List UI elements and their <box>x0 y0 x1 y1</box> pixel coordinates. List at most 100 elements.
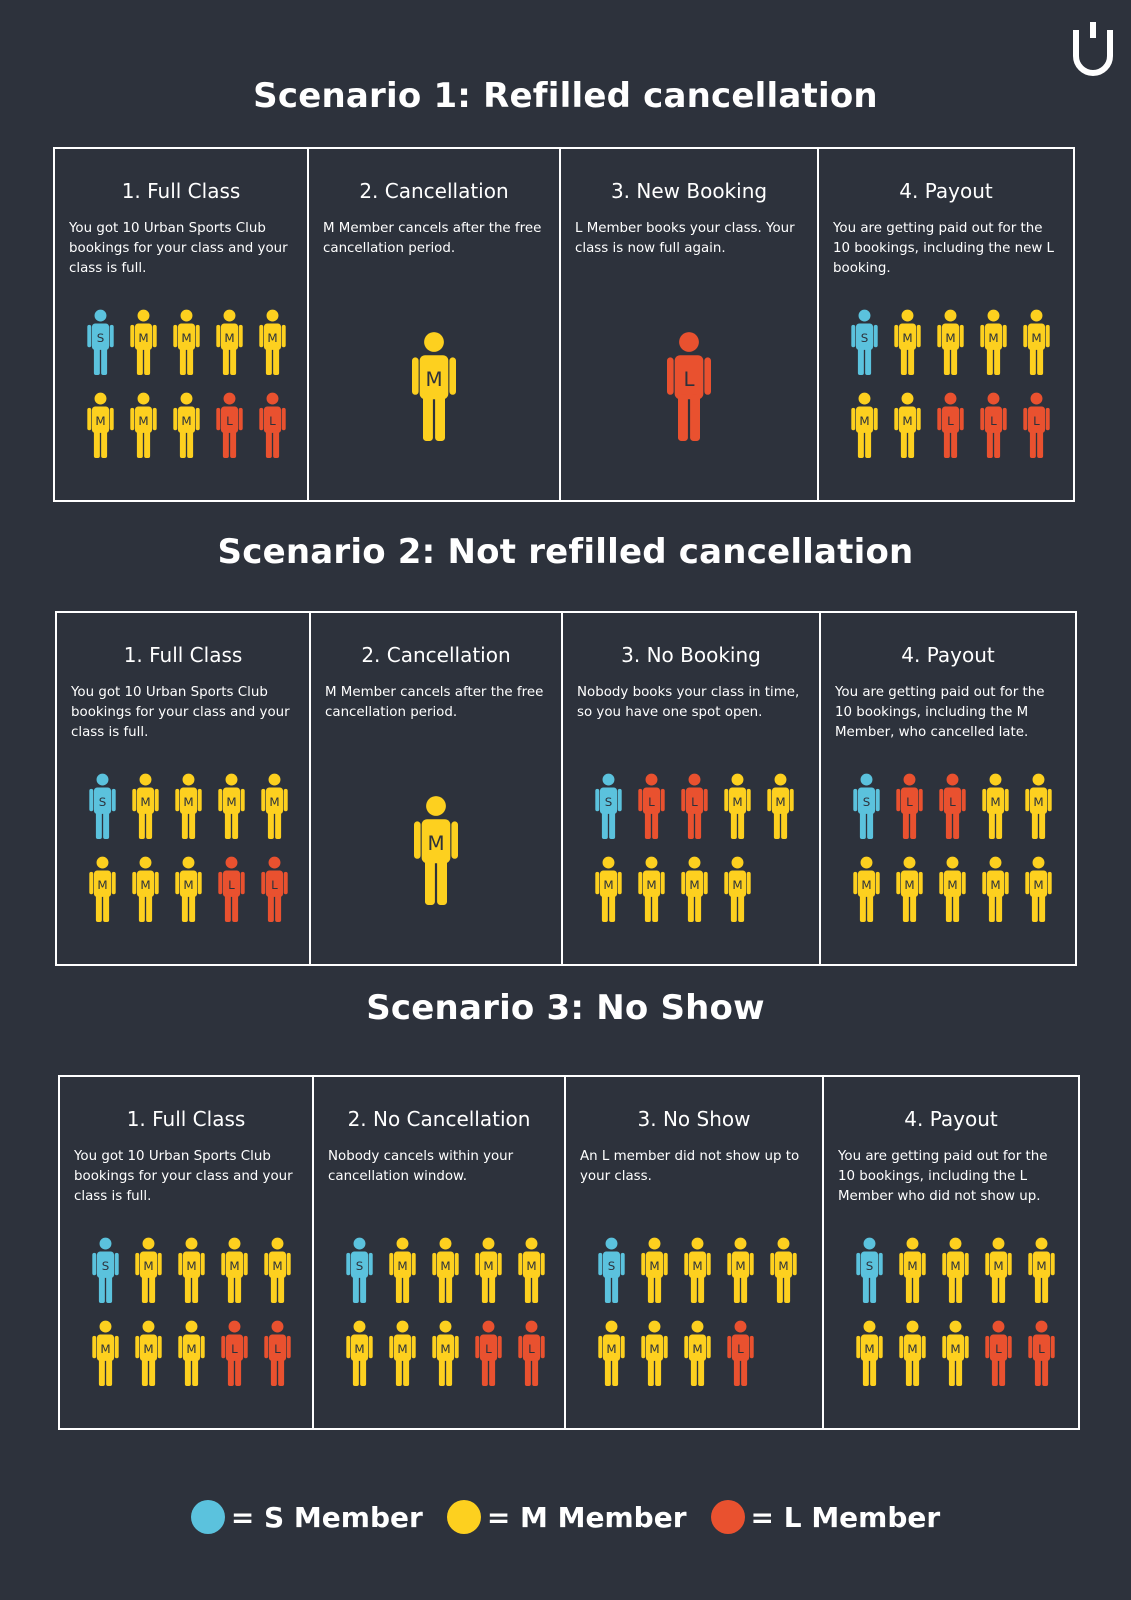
member-letter: M <box>483 1259 493 1273</box>
panel-description: You got 10 Urban Sports Club bookings fo… <box>69 221 288 276</box>
member-letter: M <box>440 1259 450 1273</box>
member-letter: M <box>138 331 148 345</box>
member-letter: M <box>735 1259 745 1273</box>
member-letter: M <box>267 331 277 345</box>
panel-title: 2. No Cancellation <box>347 1107 531 1131</box>
member-letter: M <box>990 795 1000 809</box>
l-member-person-icon: L <box>218 856 245 922</box>
l-member-person-icon: L <box>259 392 286 458</box>
panel-description: You are getting paid out for the 10 book… <box>838 1149 1048 1204</box>
l-member-person-icon: L <box>1028 1320 1055 1386</box>
m-member-person-icon: M <box>135 1320 162 1386</box>
member-letter: M <box>425 368 442 391</box>
member-letter: M <box>864 1342 874 1356</box>
member-letter: L <box>274 1342 281 1356</box>
member-letter: M <box>143 1342 153 1356</box>
panel-description: You are getting paid out for the 10 book… <box>833 221 1054 276</box>
member-letter: M <box>689 878 699 892</box>
s-member-person-icon: S <box>92 1237 119 1303</box>
m-member-person-icon: M <box>770 1237 797 1303</box>
panel-title: 2. Cancellation <box>361 643 511 667</box>
member-letter: M <box>904 878 914 892</box>
m-member-person-icon: M <box>937 309 964 375</box>
member-letter: L <box>269 414 276 428</box>
member-letter: M <box>183 795 193 809</box>
member-letter: M <box>859 414 869 428</box>
m-member-person-icon: M <box>130 309 157 375</box>
s-member-person-icon: S <box>851 309 878 375</box>
m-member-person-icon: M <box>175 856 202 922</box>
m-member-person-icon: M <box>264 1237 291 1303</box>
m-member-person-icon: M <box>1025 773 1052 839</box>
member-letter: M <box>907 1259 917 1273</box>
m-member-person-icon: M <box>432 1320 459 1386</box>
m-member-person-icon: M <box>982 856 1009 922</box>
member-letter: M <box>692 1259 702 1273</box>
member-letter: M <box>907 1342 917 1356</box>
member-letter: M <box>945 331 955 345</box>
scenario-1-panel-1: 1. Full Class You got 10 Urban Sports Clu… <box>55 149 309 500</box>
member-letter: M <box>778 1259 788 1273</box>
m-member-person-icon: M <box>221 1237 248 1303</box>
l-member-person-icon: L <box>939 773 966 839</box>
m-member-person-icon: M <box>475 1237 502 1303</box>
member-letter: M <box>990 878 1000 892</box>
member-letter: M <box>427 832 444 855</box>
m-member-person-icon: M <box>982 773 1009 839</box>
m-member-person-icon: M <box>92 1320 119 1386</box>
m-member-person-icon: M <box>856 1320 883 1386</box>
scenario-1-title: Scenario 1: Refilled cancellation <box>253 76 878 116</box>
m-member-person-icon: M <box>894 309 921 375</box>
m-member-person-icon: M <box>346 1320 373 1386</box>
member-letter: M <box>1033 795 1043 809</box>
member-letter: M <box>183 878 193 892</box>
scenario-3-panel-4: 4. Payout You are getting paid out for th… <box>824 1077 1078 1428</box>
s-member-person-icon: S <box>89 773 116 839</box>
member-letter: S <box>863 795 871 809</box>
member-letter: L <box>226 414 233 428</box>
member-letter: S <box>356 1259 364 1273</box>
m-member-person-icon: M <box>896 856 923 922</box>
scenario-3-panel-3: 3. No Show An L member did not show up to… <box>566 1077 824 1428</box>
member-letter: M <box>229 1259 239 1273</box>
scenario-3-panel-1: 1. Full Class You got 10 Urban Sports Clu… <box>60 1077 314 1428</box>
m-member-person-icon: M <box>1025 856 1052 922</box>
member-letter: S <box>99 795 107 809</box>
member-letter: M <box>950 1342 960 1356</box>
l-member-person-icon: L <box>980 392 1007 458</box>
member-letter: M <box>143 1259 153 1273</box>
m-member-dot-icon <box>446 1500 481 1534</box>
m-member-person-icon: M <box>684 1320 711 1386</box>
member-letter: M <box>732 795 742 809</box>
member-letter: S <box>608 1259 616 1273</box>
member-letter: M <box>993 1259 1003 1273</box>
member-letter: L <box>485 1342 492 1356</box>
m-member-person-icon: M <box>261 773 288 839</box>
panel-description: L Member books your class. Your class is… <box>575 221 795 256</box>
l-member-person-icon: L <box>518 1320 545 1386</box>
member-letter: L <box>691 795 698 809</box>
member-letter: L <box>947 414 954 428</box>
member-letter: L <box>906 795 913 809</box>
m-member-person-icon: M <box>853 856 880 922</box>
m-member-person-icon: M <box>641 1320 668 1386</box>
m-member-person-icon: M <box>173 309 200 375</box>
scenario-3-panel-2: 2. No Cancellation Nobody cancels within … <box>314 1077 566 1428</box>
m-member-person-icon: M <box>942 1320 969 1386</box>
member-letter: M <box>354 1342 364 1356</box>
s-member-person-icon: S <box>346 1237 373 1303</box>
panel-description: Nobody books your class in time, so you … <box>577 685 800 720</box>
scenario-1-grid: 1. Full Class You got 10 Urban Sports Clu… <box>53 147 1075 502</box>
m-member-person-icon: M <box>389 1320 416 1386</box>
m-member-person-icon: M <box>980 309 1007 375</box>
member-letter: M <box>902 414 912 428</box>
panel-title: 1. Full Class <box>123 643 243 667</box>
m-member-person-icon: M <box>132 773 159 839</box>
panel-description: M Member cancels after the free cancella… <box>323 221 542 256</box>
